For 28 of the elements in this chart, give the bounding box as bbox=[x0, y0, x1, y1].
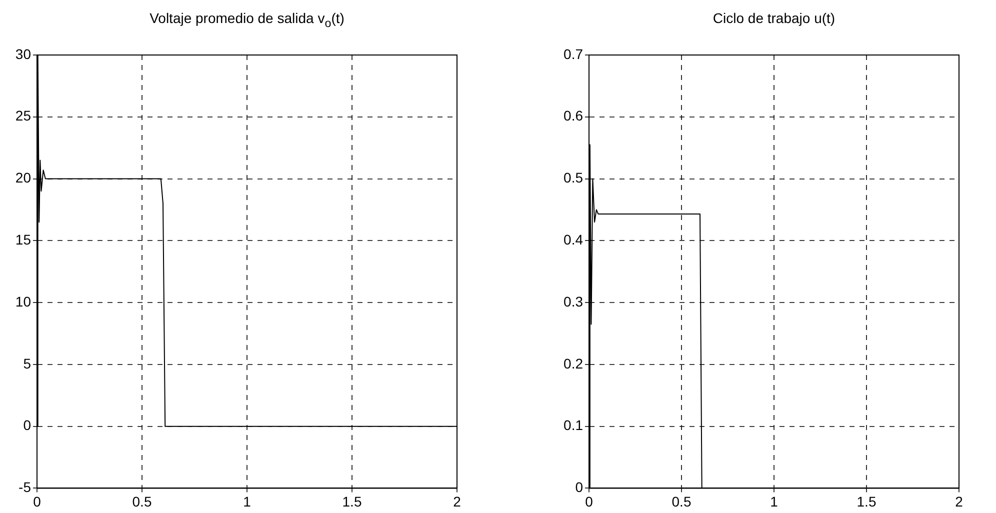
y-tick-label: 0.3 bbox=[564, 293, 584, 310]
y-tick-label: 0.1 bbox=[564, 417, 584, 434]
chart-title: Ciclo de trabajo u(t) bbox=[712, 10, 836, 26]
y-tick-label: 0.4 bbox=[564, 232, 584, 248]
x-tick-label: 0.5 bbox=[132, 493, 152, 510]
y-tick-label: 10 bbox=[15, 293, 32, 310]
y-tick-label: 0 bbox=[575, 479, 584, 496]
x-tick-label: 2 bbox=[955, 493, 964, 510]
y-tick-label: 30 bbox=[15, 46, 32, 62]
x-tick-label: 2 bbox=[453, 493, 462, 510]
y-tick-label: 25 bbox=[15, 108, 32, 124]
x-tick-label: 0.5 bbox=[672, 493, 692, 510]
y-tick-label: -5 bbox=[18, 479, 32, 496]
y-tick-label: 5 bbox=[23, 355, 32, 372]
y-tick-label: 0.2 bbox=[564, 355, 584, 372]
x-tick-label: 1.5 bbox=[856, 493, 876, 510]
y-tick-label: 15 bbox=[15, 232, 32, 248]
y-tick-label: 0.5 bbox=[564, 170, 584, 186]
y-tick-label: 0.7 bbox=[564, 46, 584, 62]
chart-title: Voltaje promedio de salida v$_{o}$(t) bbox=[150, 10, 344, 30]
x-tick-label: 1 bbox=[770, 493, 778, 510]
x-tick-label: 0 bbox=[33, 493, 42, 510]
x-tick-label: 1 bbox=[243, 493, 252, 510]
x-tick-label: 0 bbox=[585, 493, 594, 510]
y-tick-label: 20 bbox=[15, 170, 32, 186]
y-tick-label: 0.6 bbox=[564, 108, 584, 124]
x-tick-label: 1.5 bbox=[342, 493, 362, 510]
y-tick-label: 0 bbox=[23, 417, 32, 434]
